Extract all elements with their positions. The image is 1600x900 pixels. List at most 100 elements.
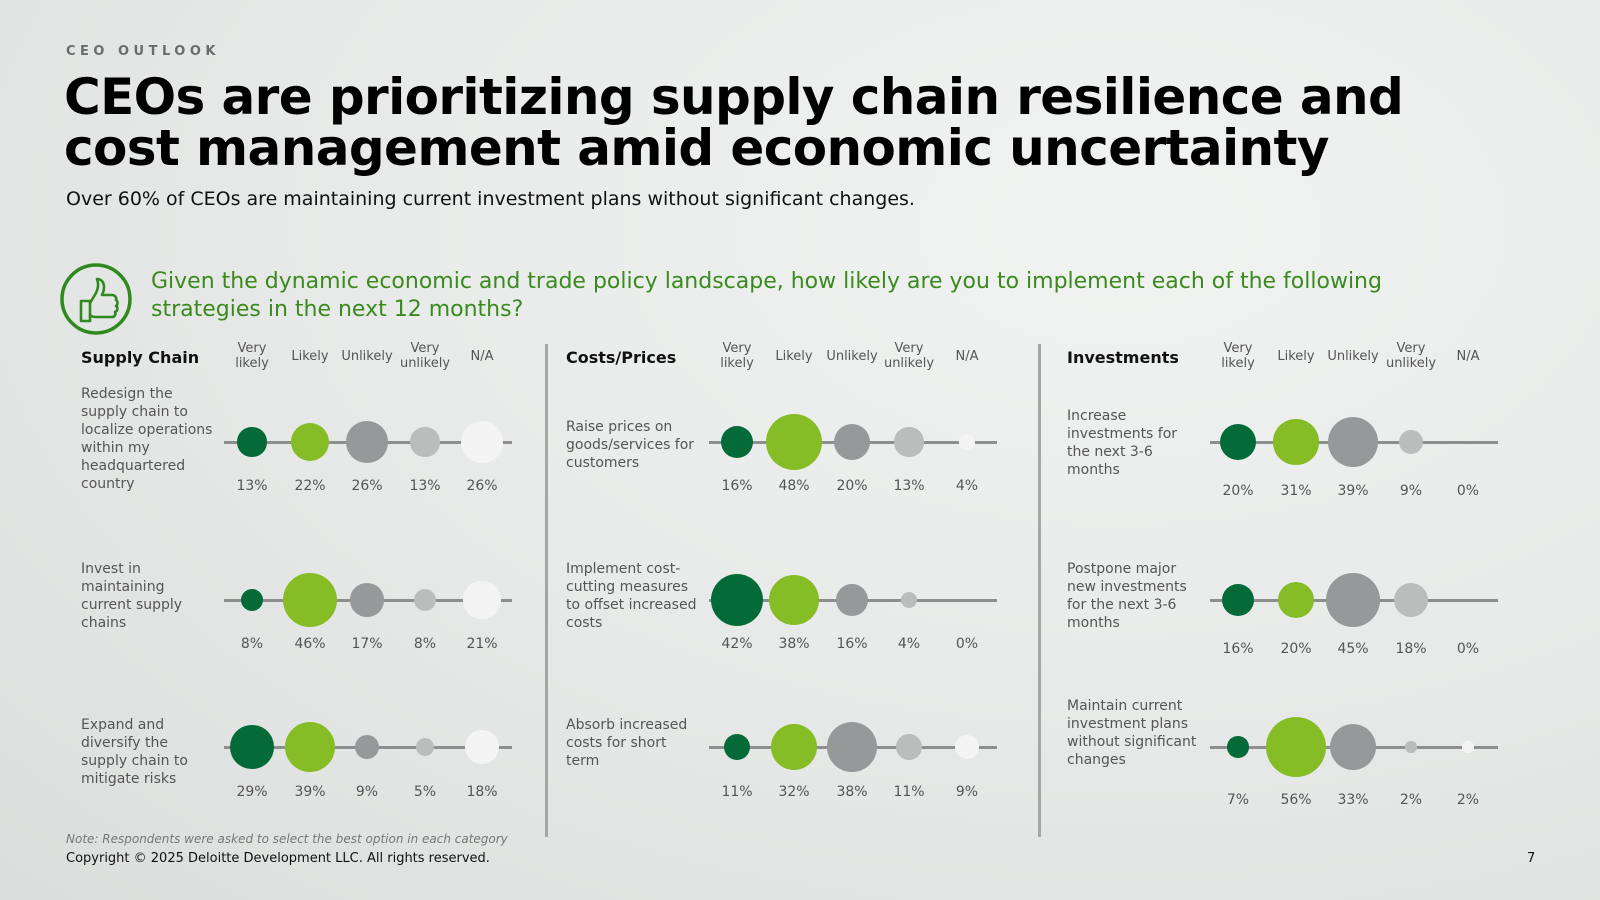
row-label: Redesign the supply chain to localize op… [81, 386, 213, 492]
percent-label: 0% [1456, 483, 1480, 499]
bubble-unlikely [354, 734, 380, 760]
column-header: N/A [1456, 349, 1480, 364]
percent-label: 56% [1280, 792, 1312, 808]
row-label: Postpone major new investments for the n… [1067, 561, 1187, 631]
section-divider [545, 344, 548, 837]
percent-label: 17% [351, 636, 383, 652]
bubble-likely [1273, 419, 1319, 465]
percent-label: 26% [351, 478, 383, 494]
percent-label: 16% [836, 636, 868, 652]
bubble-likely [291, 423, 329, 461]
bubble-likely [1265, 716, 1327, 778]
row-label: Maintain current investment plans withou… [1067, 698, 1197, 768]
percent-label: 5% [413, 784, 437, 800]
column-header: Unlikely [1327, 349, 1379, 364]
percent-label: 48% [778, 478, 810, 494]
copyright: Copyright © 2025 Deloitte Development LL… [66, 851, 490, 866]
bubble-likely [769, 575, 819, 625]
percent-label: 9% [1399, 483, 1423, 499]
column-header: N/A [470, 349, 494, 364]
column-header: Likely [291, 349, 329, 364]
row-label: Expand and diversify the supply chain to… [81, 717, 188, 787]
column-header: Very likely [235, 341, 269, 371]
bubble-very-unlikely [415, 737, 435, 757]
percent-label: 26% [466, 478, 498, 494]
percent-label: 22% [294, 478, 326, 494]
row-label: Increase investments for the next 3-6 mo… [1067, 408, 1178, 478]
bubble-very-unlikely [1398, 429, 1424, 455]
percent-label: 11% [893, 784, 925, 800]
bubble-na [1462, 741, 1474, 753]
bubble-very-unlikely [1405, 741, 1417, 753]
percent-label: 21% [466, 636, 498, 652]
bubble-very-likely [1219, 423, 1257, 461]
percent-label: 18% [466, 784, 498, 800]
bubble-very-unlikely [413, 588, 437, 612]
percent-label: 4% [955, 478, 979, 494]
bubble-very-likely [1227, 736, 1249, 758]
percent-label: 42% [721, 636, 753, 652]
bubble-unlikely [1325, 572, 1381, 628]
percent-label: 33% [1337, 792, 1369, 808]
bubble-likely [1277, 581, 1315, 619]
percent-label: 0% [955, 636, 979, 652]
bubble-na [461, 421, 503, 463]
percent-label: 20% [836, 478, 868, 494]
page-number: 7 [1527, 851, 1536, 866]
percent-label: 39% [1337, 483, 1369, 499]
percent-label: 29% [236, 784, 268, 800]
bubble-unlikely [1327, 416, 1379, 468]
percent-label: 38% [836, 784, 868, 800]
bubble-likely [771, 724, 817, 770]
column-header: Very unlikely [1385, 341, 1437, 371]
bubble-na [954, 734, 980, 760]
percent-label: 38% [778, 636, 810, 652]
bubble-very-likely [240, 588, 264, 612]
percent-label: 39% [294, 784, 326, 800]
bubble-very-likely [237, 427, 267, 457]
bubble-unlikely [1329, 723, 1377, 771]
bubble-very-unlikely [410, 427, 440, 457]
column-header: Likely [775, 349, 813, 364]
bubble-unlikely [833, 423, 871, 461]
bubble-very-likely [710, 573, 764, 627]
percent-label: 32% [778, 784, 810, 800]
survey-question: Given the dynamic economic and trade pol… [151, 269, 1382, 322]
page-title: CEOs are prioritizing supply chain resil… [64, 68, 1404, 177]
percent-label: 9% [955, 784, 979, 800]
bubble-very-unlikely [900, 591, 918, 609]
percent-label: 0% [1456, 641, 1480, 657]
bubble-na [464, 729, 500, 765]
row-label: Absorb increased costs for short term [566, 717, 688, 769]
percent-label: 13% [409, 478, 441, 494]
bubble-likely [282, 572, 338, 628]
bubble-very-unlikely [894, 427, 924, 457]
eyebrow-label: CEO OUTLOOK [66, 44, 220, 59]
percent-label: 18% [1395, 641, 1427, 657]
bubble-na [958, 433, 976, 451]
row-label: Implement cost-cutting measures to offse… [566, 561, 697, 631]
percent-label: 20% [1280, 641, 1312, 657]
percent-label: 2% [1399, 792, 1423, 808]
percent-label: 4% [897, 636, 921, 652]
percent-label: 31% [1280, 483, 1312, 499]
row-label: Raise prices on goods/services for custo… [566, 419, 695, 471]
bubble-very-likely [230, 725, 274, 769]
percent-label: 9% [355, 784, 379, 800]
bubble-very-likely [720, 425, 754, 459]
column-header: Very unlikely [399, 341, 451, 371]
bubble-unlikely [346, 421, 388, 463]
column-header: Unlikely [826, 349, 878, 364]
column-header: Very likely [720, 341, 754, 371]
bubble-very-unlikely [1393, 582, 1429, 618]
bubble-unlikely [827, 722, 877, 772]
bubble-unlikely [350, 583, 384, 617]
percent-label: 13% [893, 478, 925, 494]
percent-label: 8% [413, 636, 437, 652]
section-title: Investments [1067, 348, 1179, 367]
percent-label: 46% [294, 636, 326, 652]
column-header: Very unlikely [883, 341, 935, 371]
section-divider [1038, 344, 1041, 837]
section-title: Costs/Prices [566, 348, 677, 367]
column-header: N/A [955, 349, 979, 364]
